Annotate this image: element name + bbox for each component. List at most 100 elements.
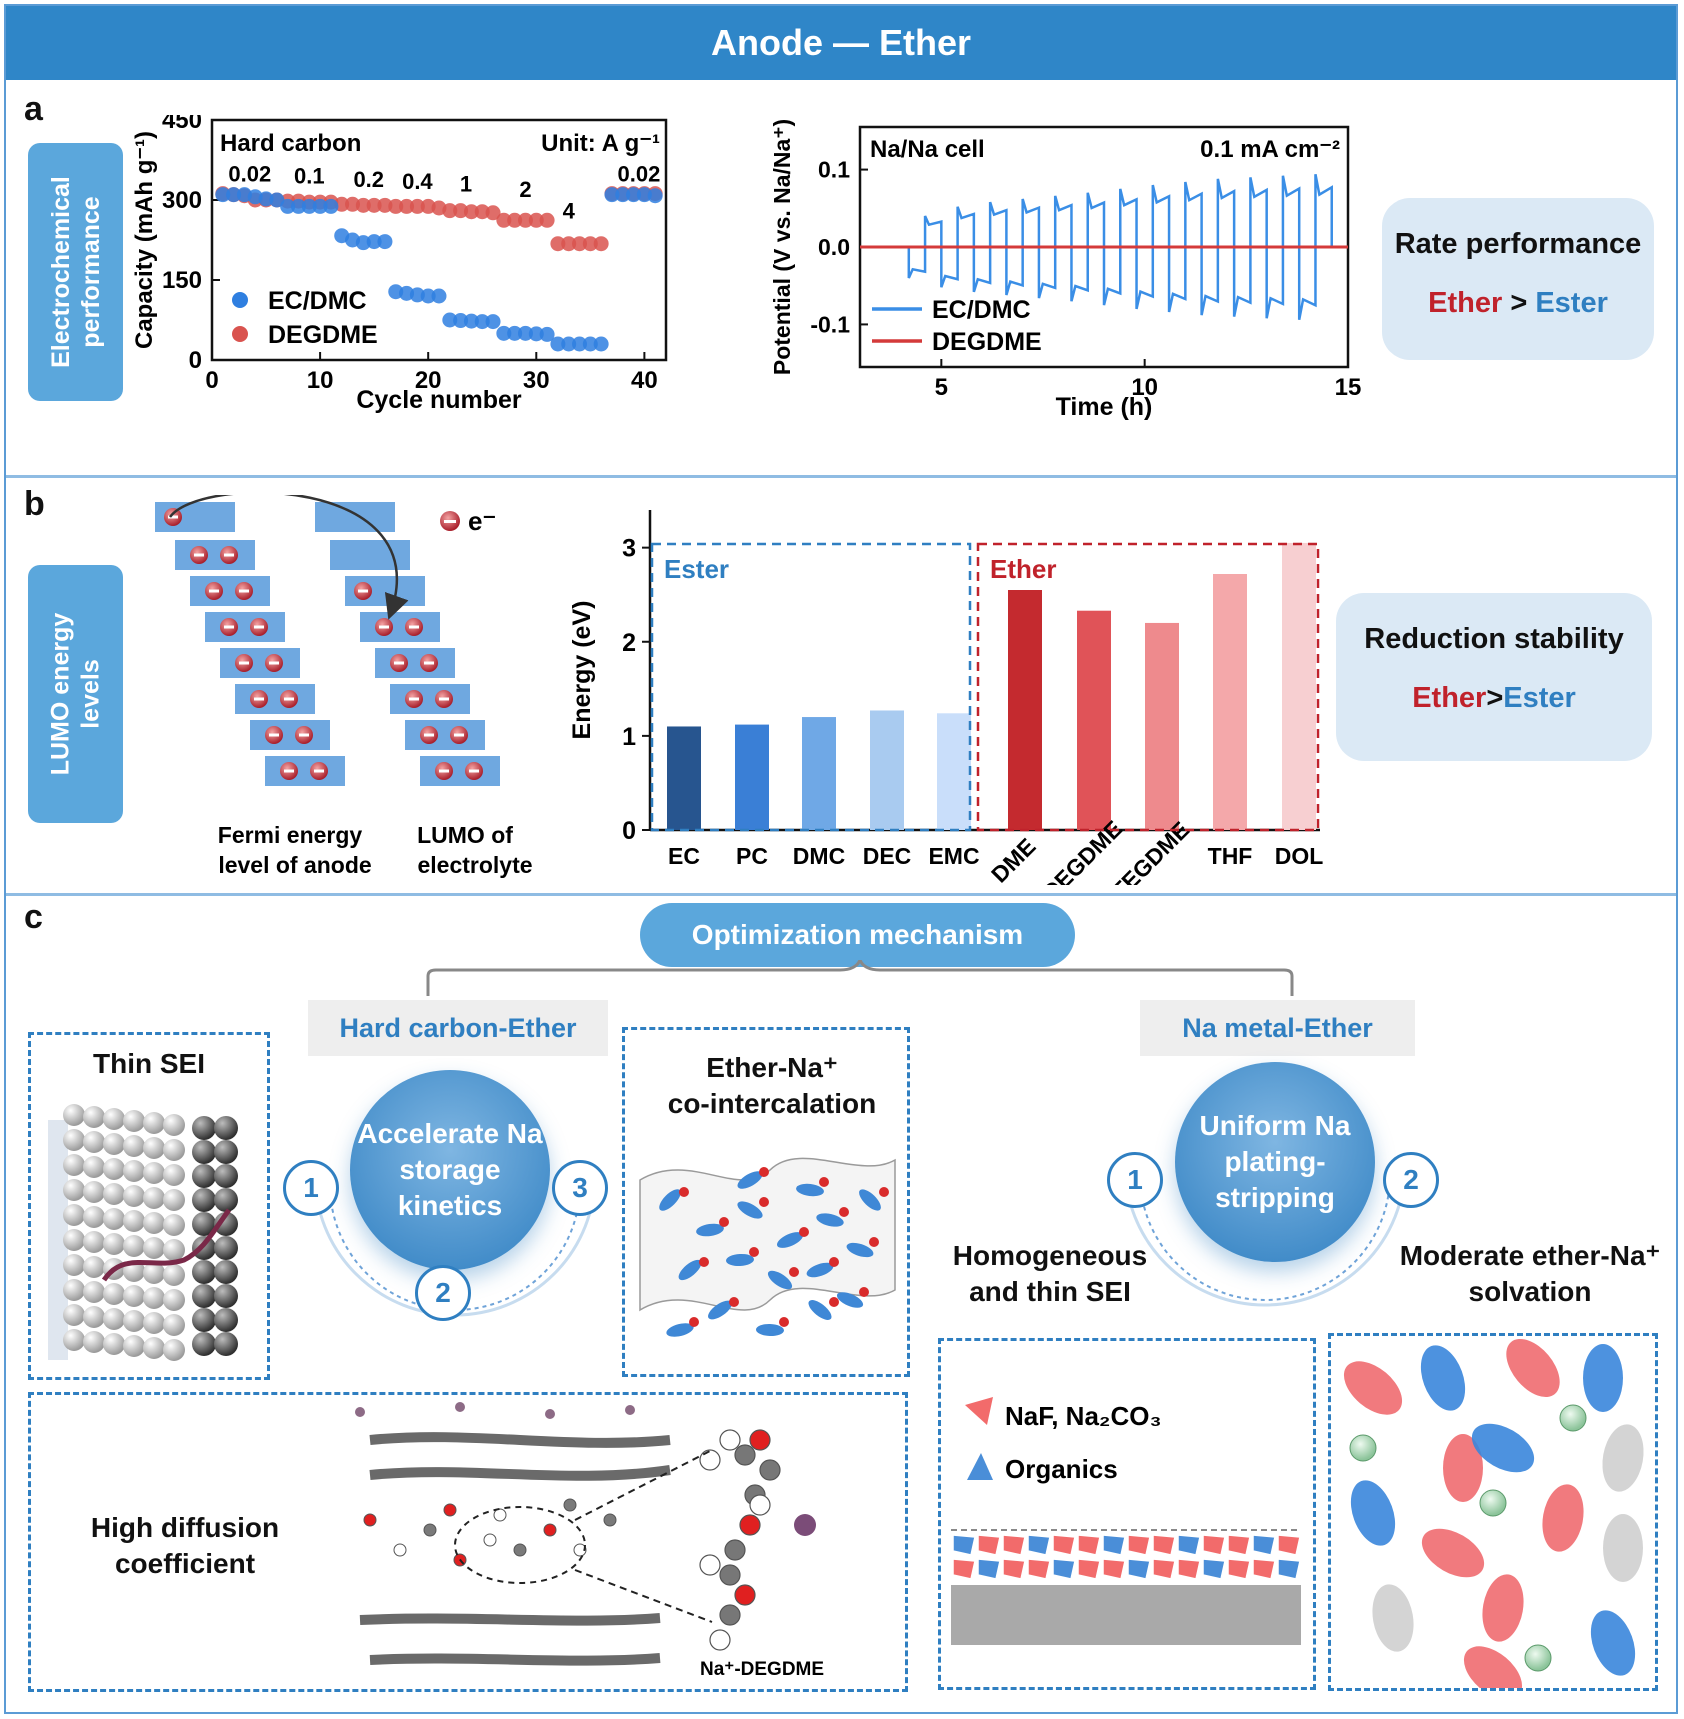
rate-point-degdme	[517, 212, 533, 228]
rate-ylabel: Capacity (mAh g⁻¹)	[131, 131, 158, 349]
solvent-molecule	[1542, 1484, 1584, 1552]
rate-point-ecdmc	[539, 326, 555, 342]
diffusion-line2: coefficient	[114, 1548, 256, 1579]
diffusion-label: High diffusion coefficient	[60, 1510, 310, 1582]
sei-legend-naf: NaF, Na₂CO₃	[1005, 1401, 1162, 1431]
rate-point-ecdmc	[366, 234, 382, 250]
cointercalation-box	[622, 1027, 910, 1377]
callout-b-gt: >	[1486, 682, 1504, 714]
organics-legend-icon	[967, 1453, 993, 1480]
ether-molecule	[796, 1183, 824, 1197]
callout-b-title: Reduction stability	[1364, 623, 1624, 655]
sei-grain	[1177, 1534, 1201, 1556]
solvent-atom	[493, 1508, 507, 1522]
carbon-layer-bottom	[369, 1653, 661, 1666]
carbon-atom	[83, 1206, 105, 1228]
electron-minus	[269, 733, 279, 737]
na-ion	[699, 1257, 709, 1267]
dark-carbon-atom	[214, 1212, 238, 1236]
rate-point-ecdmc	[355, 235, 371, 251]
carbon-atom	[63, 1204, 85, 1226]
na-step-2: 2	[1383, 1152, 1439, 1208]
na-ion	[789, 1267, 799, 1277]
carbon-atom	[63, 1304, 85, 1326]
na-cation	[1524, 1644, 1552, 1672]
dark-carbon-atom	[192, 1212, 216, 1236]
voltage-ytick-label: 0.0	[818, 234, 850, 260]
panel-c-letter: c	[24, 898, 43, 936]
sei-grain	[1227, 1534, 1251, 1556]
sei-grain	[1077, 1558, 1101, 1580]
ether-molecule	[776, 1232, 804, 1248]
na-ion-surface	[455, 1402, 465, 1412]
energy-level-bar	[405, 720, 485, 750]
carbon-atom	[63, 1229, 85, 1251]
rate-current-label: 0.2	[353, 167, 384, 192]
rate-ytick-label: 0	[189, 347, 202, 374]
rate-point-degdme	[366, 197, 382, 213]
bar-category-label: DEC	[863, 843, 912, 869]
hard-carbon-ether-title: Hard carbon-Ether	[308, 1000, 608, 1056]
solvent-molecule	[1506, 1338, 1560, 1398]
carbon-atom	[63, 1254, 85, 1276]
carbon-atom	[83, 1281, 105, 1303]
lumo-label-1: LUMO of	[417, 822, 513, 848]
hc-step-2: 2	[415, 1265, 471, 1321]
sei-grain	[1252, 1558, 1276, 1580]
sei-grain	[1052, 1534, 1076, 1556]
carbon-atom	[63, 1179, 85, 1201]
sei-legend-organics: Organics	[1005, 1454, 1118, 1484]
rate-performance-callout: Rate performance Ether > Ester	[1382, 198, 1654, 360]
homogeneous-line1: Homogeneous	[952, 1240, 1148, 1271]
carbon-atom	[163, 1289, 185, 1311]
dark-carbon-atom	[192, 1236, 216, 1260]
sei-grain	[1002, 1534, 1026, 1556]
lumo-bar	[1145, 622, 1179, 830]
solvent-atom	[393, 1543, 407, 1557]
bar-ytick-label: 1	[622, 723, 636, 751]
voltage-annotation-cell: Na/Na cell	[870, 136, 985, 163]
sei-grain	[1202, 1534, 1226, 1556]
rate-current-label: 4	[563, 199, 576, 224]
bar-ylabel: Energy (eV)	[568, 601, 596, 740]
carbon-atom	[103, 1233, 125, 1255]
electron-minus	[209, 589, 219, 593]
voltage-legend-label: DEGDME	[932, 328, 1042, 356]
carbon-atom	[63, 1104, 85, 1126]
rate-point-ecdmc	[647, 188, 663, 204]
na-ion-surface	[545, 1409, 555, 1419]
sei-grain	[1277, 1558, 1301, 1580]
electron-minus	[194, 553, 204, 557]
solvent-molecule	[1372, 1584, 1414, 1652]
na-ion	[759, 1167, 769, 1177]
na-ion	[689, 1317, 699, 1327]
na-ion	[879, 1187, 889, 1197]
bar-category-label: DOL	[1275, 843, 1324, 869]
lumo-bar	[802, 717, 836, 830]
voltage-xlabel: Time (h)	[1056, 393, 1153, 421]
panel-b-side-label: LUMO energy levels	[28, 565, 123, 823]
thin-sei-box	[28, 1032, 270, 1380]
carbon-atom	[143, 1262, 165, 1284]
dark-carbon-atom	[214, 1236, 238, 1260]
degdme-atom	[739, 1514, 761, 1536]
electron-minus	[224, 625, 234, 629]
energy-level-bar	[205, 612, 285, 642]
rate-point-ecdmc	[453, 313, 469, 329]
fermi-label-2: level of anode	[218, 852, 371, 878]
bar-ytick-label: 2	[622, 629, 636, 657]
carbon-atom	[143, 1312, 165, 1334]
lumo-bar	[937, 713, 971, 830]
rate-point-degdme	[582, 236, 598, 252]
carbon-atom	[163, 1339, 185, 1361]
solvent-molecule	[1421, 1528, 1485, 1578]
carbon-atom	[83, 1156, 105, 1178]
na-ion-complex	[794, 1514, 816, 1536]
carbon-atom	[83, 1256, 105, 1278]
sei-grain	[1252, 1534, 1276, 1556]
na-ion	[729, 1297, 739, 1307]
electron-legend-minus	[444, 520, 456, 523]
rate-annotation-material: Hard carbon	[220, 130, 361, 157]
carbon-atom	[123, 1135, 145, 1157]
rate-legend-label: EC/DMC	[268, 287, 367, 315]
